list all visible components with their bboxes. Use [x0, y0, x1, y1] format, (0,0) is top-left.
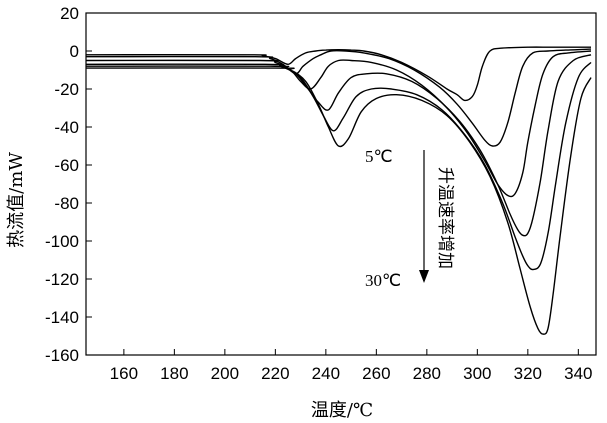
y-tick-label: -160: [45, 346, 79, 365]
series-line-4: [85, 54, 592, 237]
x-tick-label: 320: [514, 364, 542, 383]
x-tick-label: 220: [261, 364, 289, 383]
x-tick-label: 280: [413, 364, 441, 383]
series-line-6: [85, 67, 592, 335]
y-tick-label: 0: [70, 42, 79, 61]
series-line-3: [85, 50, 592, 198]
series-group: [85, 46, 592, 335]
x-tick-label: 160: [110, 364, 138, 383]
y-axis-title: 热流值/mW: [6, 152, 27, 248]
y-tick-label: 20: [60, 4, 79, 23]
y-tick-label: -20: [54, 80, 79, 99]
x-tick-label: 260: [362, 364, 390, 383]
x-tick-label: 240: [312, 364, 340, 383]
plot-frame: [85, 12, 597, 356]
series-line-1: [85, 46, 591, 102]
x-tick-label: 340: [564, 364, 592, 383]
y-axis: 20 0 -20 -40 -60 -80 -100 -120 -140 -160: [45, 4, 92, 365]
y-tick-label: -140: [45, 308, 79, 327]
y-tick-label: -60: [54, 156, 79, 175]
y-tick-label: -120: [45, 270, 79, 289]
x-tick-label: 200: [211, 364, 239, 383]
x-tick-label: 180: [160, 364, 188, 383]
rate-high-label: 30℃: [365, 271, 401, 290]
rate-arrow-text: 升温速率增加: [435, 167, 455, 269]
x-axis: 160 180 200 220 240 260 280 300 320 340: [110, 349, 593, 383]
y-tick-label: -80: [54, 194, 79, 213]
y-tick-label: -100: [45, 232, 79, 251]
y-tick-label: -40: [54, 118, 79, 137]
rate-arrow-head: [419, 270, 429, 283]
x-axis-title: 温度/℃: [311, 400, 373, 421]
x-tick-label: 300: [463, 364, 491, 383]
series-line-5: [85, 61, 592, 271]
rate-low-label: 5℃: [365, 147, 393, 166]
